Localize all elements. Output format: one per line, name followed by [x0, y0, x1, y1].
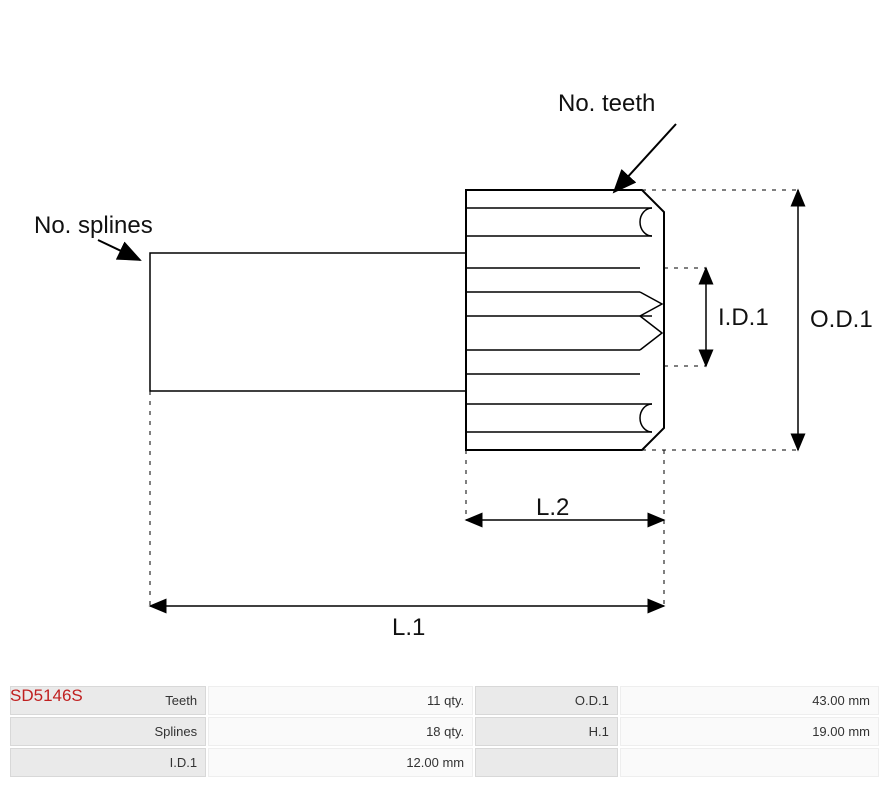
- cell-value: [620, 748, 879, 777]
- cell-label: [475, 748, 618, 777]
- label-no-teeth: No. teeth: [558, 90, 655, 118]
- cell-label: I.D.1: [10, 748, 206, 777]
- cell-label: H.1: [475, 717, 618, 746]
- cell-label: Splines: [10, 717, 206, 746]
- spec-table: Teeth 11 qty. O.D.1 43.00 mm Splines 18 …: [8, 684, 881, 779]
- cell-value: 11 qty.: [208, 686, 473, 715]
- label-no-splines: No. splines: [34, 212, 153, 240]
- technical-diagram: No. splines No. teeth I.D.1 O.D.1 L.2 L.…: [0, 0, 889, 680]
- label-id1: I.D.1: [718, 304, 769, 332]
- table-row: Splines 18 qty. H.1 19.00 mm: [10, 717, 879, 746]
- cell-value: 19.00 mm: [620, 717, 879, 746]
- cell-value: 12.00 mm: [208, 748, 473, 777]
- part-number: SD5146S: [10, 686, 83, 706]
- diagram-svg: [0, 0, 889, 680]
- table-row: I.D.1 12.00 mm: [10, 748, 879, 777]
- label-od1: O.D.1: [810, 306, 873, 334]
- cell-label: O.D.1: [475, 686, 618, 715]
- label-l1: L.1: [392, 614, 425, 642]
- label-l2: L.2: [536, 494, 569, 522]
- cell-value: 43.00 mm: [620, 686, 879, 715]
- cell-value: 18 qty.: [208, 717, 473, 746]
- table-row: Teeth 11 qty. O.D.1 43.00 mm: [10, 686, 879, 715]
